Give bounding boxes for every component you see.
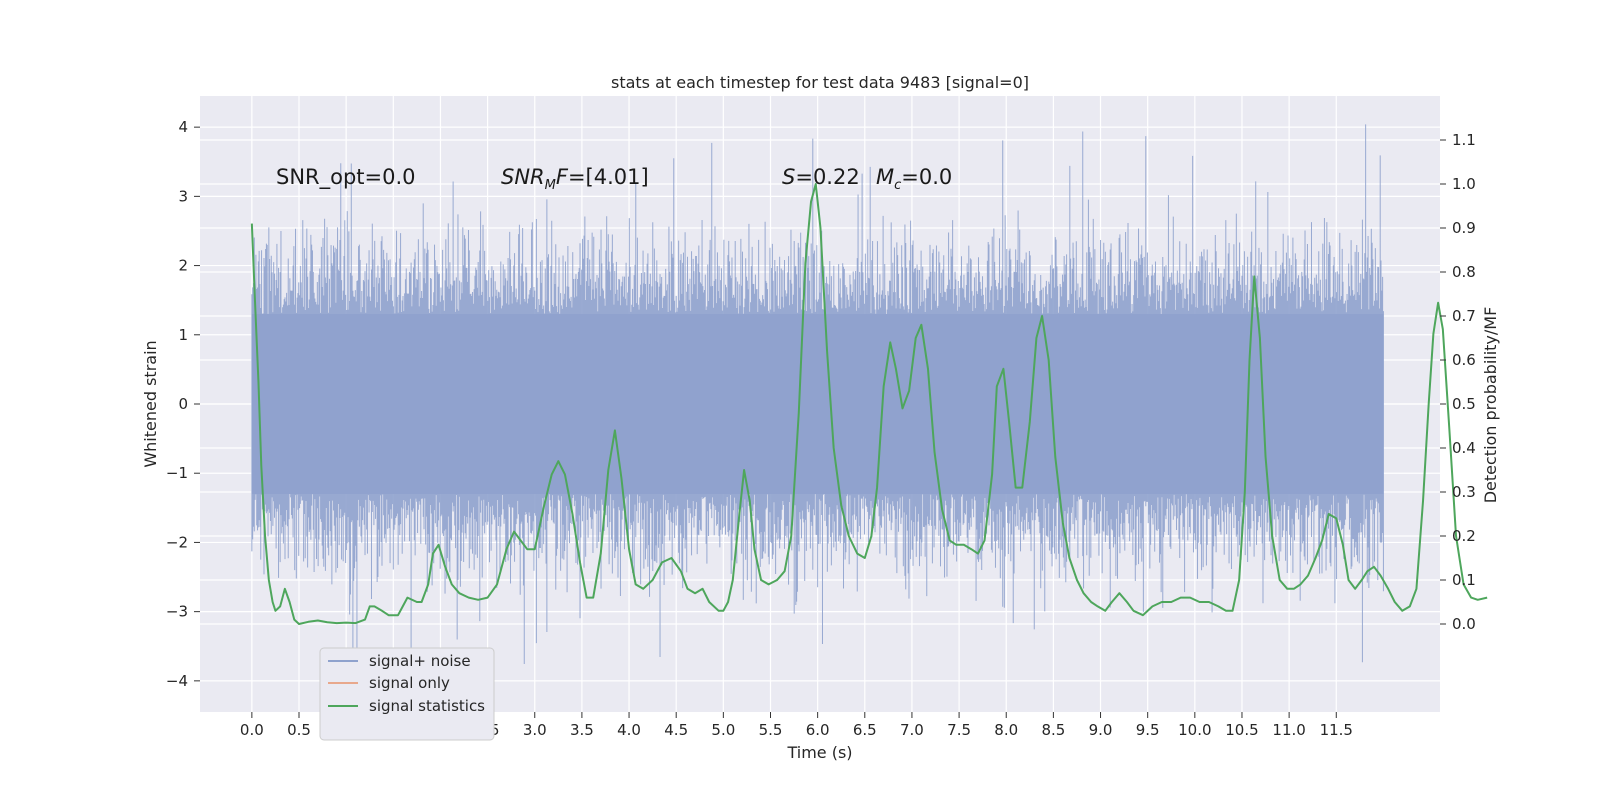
y-tick-label: 2 <box>178 257 188 275</box>
x-tick-label: 7.0 <box>900 721 924 739</box>
legend-label-signal-only: signal only <box>369 674 450 692</box>
x-tick-label: 9.5 <box>1136 721 1160 739</box>
annotation-s-name: S <box>782 165 795 189</box>
y-right-tick-label: 1.1 <box>1452 131 1476 149</box>
x-tick-label: 3.5 <box>570 721 594 739</box>
y-axis-right-label: Detection probability/MF <box>1481 307 1500 504</box>
x-tick-label: 11.0 <box>1272 721 1305 739</box>
annotation-mc: Mc=0.0 <box>876 165 952 193</box>
y-tick-label: −1 <box>166 464 188 482</box>
y-right-tick-label: 0.1 <box>1452 571 1476 589</box>
annotation-mc-value: =0.0 <box>901 165 952 189</box>
annotation-snr-mf-name: SNR <box>501 165 545 189</box>
y-right-tick-label: 0.8 <box>1452 263 1476 281</box>
x-tick-label: 4.5 <box>664 721 688 739</box>
y-right-tick-label: 0.5 <box>1452 395 1476 413</box>
annotation-snr-mf-sub: M <box>545 178 556 193</box>
x-tick-label: 10.0 <box>1178 721 1211 739</box>
legend-label-signal-statistics: signal statistics <box>369 697 485 715</box>
y-right-tick-label: 1.0 <box>1452 175 1476 193</box>
y-tick-label: 3 <box>178 187 188 205</box>
x-tick-label: 4.0 <box>617 721 641 739</box>
y-axis-label: Whitened strain <box>141 340 160 467</box>
y-right-tick-label: 0.6 <box>1452 351 1476 369</box>
x-tick-label: 0.0 <box>240 721 264 739</box>
annotation-snr-mf-value: =[4.01] <box>568 165 649 189</box>
signal-statistics-line <box>250 183 1488 625</box>
x-tick-label: 6.0 <box>806 721 830 739</box>
x-tick-label: 0.5 <box>287 721 311 739</box>
y-axis-right: 1.1 1.0 0.9 0.8 0.7 0.6 0.5 0.4 0.3 0.2 0.1 0.0 <box>1440 131 1476 633</box>
legend: signal+ noise signal only signal statist… <box>319 647 495 741</box>
signal-noise-series <box>251 124 1384 669</box>
x-tick-label: 8.0 <box>994 721 1018 739</box>
y-tick-label: 0 <box>178 395 188 413</box>
y-tick-label: −4 <box>166 672 188 690</box>
y-right-tick-label: 0.9 <box>1452 219 1476 237</box>
x-tick-label: 5.5 <box>759 721 783 739</box>
legend-box <box>319 647 495 741</box>
x-tick-label: 10.5 <box>1225 721 1258 739</box>
x-tick-label: 5.0 <box>711 721 735 739</box>
y-axis: 4 3 2 1 0 −1 −2 −3 −4 <box>166 118 200 690</box>
y-right-tick-label: 0.4 <box>1452 439 1476 457</box>
x-tick-label: 8.5 <box>1041 721 1065 739</box>
x-tick-label: 11.5 <box>1320 721 1353 739</box>
x-tick-label: 7.5 <box>947 721 971 739</box>
x-tick-label: 9.0 <box>1089 721 1113 739</box>
annotation-snr-mf: SNRMF=[4.01] <box>501 165 649 193</box>
y-right-tick-label: 0.7 <box>1452 307 1476 325</box>
y-right-tick-label: 0.0 <box>1452 615 1476 633</box>
annotation-s-value: =0.22 <box>795 165 859 189</box>
x-tick-label: 6.5 <box>853 721 877 739</box>
y-tick-label: 4 <box>178 118 188 136</box>
annotation-snr-mf-f: F <box>556 165 569 189</box>
y-tick-label: 1 <box>178 326 188 344</box>
y-tick-label: −2 <box>166 533 188 551</box>
annotation-snr-opt: SNR_opt=0.0 <box>276 165 416 190</box>
y-tick-label: −3 <box>166 603 188 621</box>
annotation-s: S=0.22 <box>782 165 860 189</box>
chart-title: stats at each timestep for test data 948… <box>611 73 1029 92</box>
x-axis-label: Time (s) <box>786 743 852 762</box>
annotation-mc-sub: c <box>894 178 901 193</box>
legend-label-signal-noise: signal+ noise <box>369 652 471 670</box>
y-right-tick-label: 0.3 <box>1452 483 1476 501</box>
y-right-tick-label: 0.2 <box>1452 527 1476 545</box>
x-tick-label: 3.0 <box>523 721 547 739</box>
signal-statistics-series <box>250 183 1488 625</box>
annotation-mc-name: M <box>876 165 894 189</box>
